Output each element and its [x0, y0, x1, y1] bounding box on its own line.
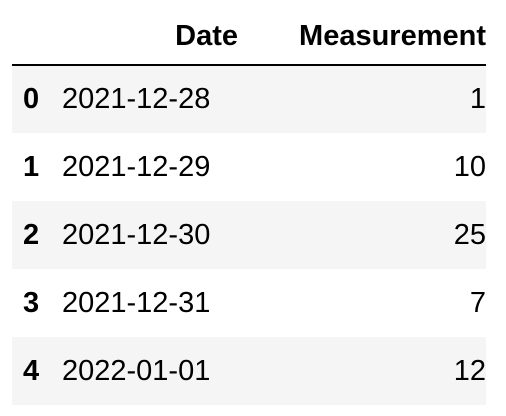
- measurement-column-header: Measurement: [238, 8, 486, 66]
- table-row: 3 2021-12-31 7: [12, 269, 486, 337]
- date-cell: 2022-01-01: [62, 354, 211, 387]
- row-index: 4: [23, 354, 40, 387]
- table-header: Date Measurement: [12, 8, 486, 66]
- date-cell: 2021-12-29: [62, 150, 211, 183]
- row-index: 0: [23, 83, 40, 115]
- row-index: 1: [23, 150, 40, 183]
- table-row: 1 2021-12-29 10: [12, 133, 486, 201]
- date-cell: 2021-12-31: [62, 286, 211, 319]
- header-row: Date Measurement: [12, 8, 486, 66]
- date-cell: 2021-12-28: [62, 83, 211, 115]
- table-body: 0 2021-12-28 1 1 2021-12-29 10 2 2021-12…: [12, 65, 486, 405]
- measurement-cell: 10: [453, 150, 486, 183]
- row-index: 3: [23, 286, 40, 319]
- measurement-cell: 25: [453, 218, 486, 251]
- table-row: 2 2021-12-30 25: [12, 201, 486, 269]
- measurement-cell: 12: [453, 354, 486, 387]
- measurement-cell: 1: [469, 83, 486, 115]
- table-row: 4 2022-01-01 12: [12, 337, 486, 405]
- dataframe-table: Date Measurement 0 2021-12-28 1 1 2021-1…: [12, 8, 486, 405]
- measurement-cell: 7: [469, 286, 486, 319]
- row-index: 2: [23, 218, 40, 251]
- date-column-header: Date: [62, 8, 238, 66]
- table-row: 0 2021-12-28 1: [12, 65, 486, 133]
- index-column-header: [12, 8, 62, 66]
- date-cell: 2021-12-30: [62, 218, 211, 251]
